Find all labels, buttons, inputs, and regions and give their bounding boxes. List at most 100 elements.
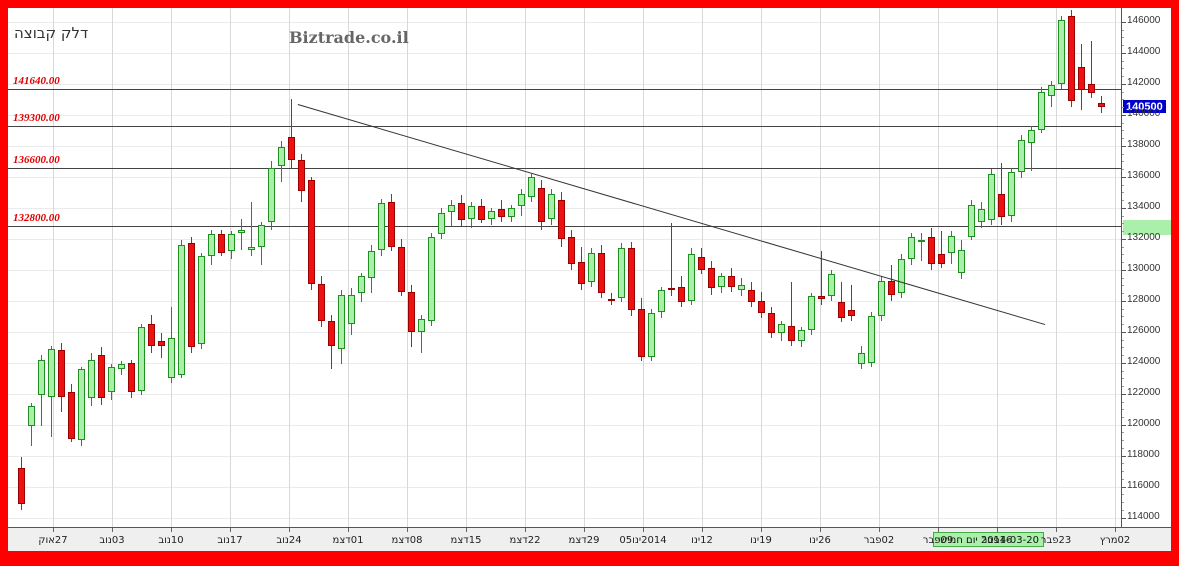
price-level-label: 139300.00 [13, 111, 60, 124]
candle-body [868, 316, 875, 363]
candle-wick [171, 307, 172, 383]
candle-wick [1061, 15, 1062, 89]
candle-body [588, 252, 595, 283]
grid-line-horizontal [8, 331, 1121, 333]
grid-line-vertical [466, 8, 467, 527]
candle-wick [831, 269, 832, 301]
candle-wick [441, 207, 442, 239]
candle-body [518, 193, 525, 207]
price-axis-minor-tick [1122, 37, 1124, 39]
price-level-line[interactable] [8, 89, 1121, 91]
candle-body [308, 179, 315, 284]
price-axis-minor-tick [1122, 45, 1124, 47]
candle-body [648, 313, 655, 357]
candle-wick [371, 245, 372, 294]
candle-body [48, 348, 55, 397]
price-axis-minor-tick [1122, 99, 1124, 101]
candle-body [1058, 20, 1065, 84]
date-axis-tick [643, 528, 644, 532]
candle-body [338, 294, 345, 349]
candle-body [418, 319, 425, 332]
candle-body [1088, 83, 1095, 94]
candle-wick [921, 232, 922, 261]
date-axis-tick [1056, 528, 1057, 532]
grid-line-horizontal [8, 207, 1121, 209]
candle-body [478, 206, 485, 221]
price-level-line[interactable] [8, 167, 1121, 169]
candle-body [128, 362, 135, 393]
candle-wick [361, 272, 362, 303]
date-axis-tick [879, 528, 880, 532]
price-level-label: 132800.00 [13, 212, 60, 225]
candle-wick [211, 229, 212, 266]
candle-wick [481, 198, 482, 224]
candle-wick [981, 201, 982, 228]
price-axis-minor-tick [1122, 347, 1124, 349]
candle-wick [791, 282, 792, 346]
candle-wick [401, 238, 402, 297]
price-axis-minor-tick [1122, 440, 1124, 442]
grid-line-horizontal [8, 238, 1121, 240]
candle-wick [1101, 96, 1102, 114]
price-axis-minor-tick [1122, 254, 1124, 256]
price-axis-tick [1122, 331, 1126, 333]
grid-line-horizontal [8, 21, 1121, 23]
candle-body [658, 289, 665, 312]
candle-body [498, 209, 505, 218]
candle-body [428, 237, 435, 321]
trendline[interactable] [297, 104, 1045, 325]
price-axis[interactable]: 140500 146000 144000 142000 140000 138000 136… [1121, 8, 1171, 527]
candle-body [1068, 15, 1075, 101]
candle-body [718, 276, 725, 287]
candle-wick [281, 141, 282, 182]
watermark-label: Biztrade.co.il [289, 28, 409, 47]
price-axis-tick [1122, 207, 1126, 209]
grid-line-horizontal [8, 145, 1121, 147]
price-axis-minor-tick [1122, 324, 1124, 326]
date-axis-label: 02מרץ [1099, 535, 1131, 546]
grid-line-vertical [289, 8, 290, 527]
candle-wick [421, 314, 422, 354]
price-axis-tick [1122, 424, 1126, 426]
candle-body [578, 262, 585, 284]
price-axis-minor-tick [1122, 200, 1124, 202]
candle-wick [681, 276, 682, 307]
price-axis-minor-tick [1122, 494, 1124, 496]
price-axis-minor-tick [1122, 502, 1124, 504]
price-axis-label: 122000 [1127, 386, 1161, 398]
date-axis-tick [53, 528, 54, 532]
candle-body [728, 276, 735, 287]
candle-wick [751, 282, 752, 307]
candle-body [1038, 91, 1045, 131]
candle-body [28, 406, 35, 427]
price-axis-tick [1122, 83, 1126, 85]
date-axis-tick [584, 528, 585, 532]
current-price-tag: 140500 [1122, 99, 1167, 115]
price-level-line[interactable] [8, 226, 1121, 228]
price-axis-minor-tick [1122, 409, 1124, 411]
candle-wick [81, 367, 82, 447]
price-axis-tick [1122, 393, 1126, 395]
candle-wick [691, 248, 692, 306]
candle-wick [301, 153, 302, 202]
candle-body [938, 254, 945, 264]
price-plot-area[interactable]: 141640.00 139300.00 136600.00 132800.00 דלק… [8, 8, 1121, 527]
price-axis-minor-tick [1122, 339, 1124, 341]
price-axis-minor-tick [1122, 308, 1124, 310]
grid-line-horizontal [8, 300, 1121, 302]
price-level-line[interactable] [8, 125, 1121, 127]
price-level-label: 141640.00 [13, 75, 60, 88]
grid-line-horizontal [8, 114, 1121, 116]
price-line-labels: 141640.00 139300.00 136600.00 132800.00 [8, 8, 1121, 527]
candle-wick [641, 297, 642, 362]
date-axis[interactable]: 2014-03-20 יום חמישי 27אוק 03נוב 10נוב 17נו… [8, 527, 1171, 551]
candle-wick [241, 218, 242, 250]
price-axis-tick [1122, 176, 1126, 178]
candle-wick [651, 308, 652, 362]
candle-body [1018, 139, 1025, 173]
candle-body [438, 212, 445, 235]
price-axis-minor-tick [1122, 161, 1124, 163]
candle-wick [701, 248, 702, 275]
axis-cursor-band [1123, 219, 1171, 235]
candle-wick [901, 254, 902, 298]
